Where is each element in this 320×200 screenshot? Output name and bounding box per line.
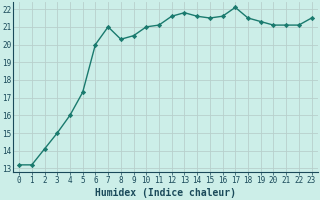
X-axis label: Humidex (Indice chaleur): Humidex (Indice chaleur) — [95, 188, 236, 198]
